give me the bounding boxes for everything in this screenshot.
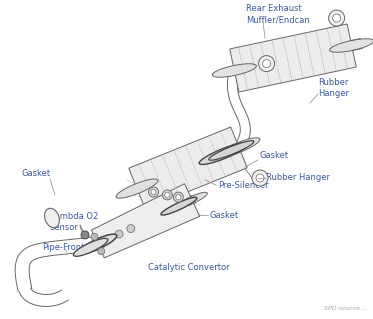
Circle shape [148,187,159,197]
Polygon shape [129,127,247,209]
Circle shape [127,225,135,233]
Ellipse shape [199,143,248,165]
Text: Rubber
Hanger: Rubber Hanger [318,78,349,98]
Text: Catalytic Convertor: Catalytic Convertor [148,263,230,272]
Text: Lambda O2
Sensor: Lambda O2 Sensor [50,212,98,232]
Circle shape [81,231,89,239]
Polygon shape [91,184,200,258]
Ellipse shape [212,64,256,77]
Text: Pipe-Front: Pipe-Front [42,242,84,251]
Circle shape [115,230,123,238]
Ellipse shape [177,192,207,208]
Circle shape [162,190,172,200]
Ellipse shape [79,234,117,254]
Circle shape [256,174,264,182]
Circle shape [98,248,105,255]
Text: Gasket: Gasket [210,211,239,219]
Circle shape [173,192,184,202]
Circle shape [151,189,156,195]
Ellipse shape [85,237,111,251]
Circle shape [252,170,268,186]
Ellipse shape [116,179,158,198]
Circle shape [165,192,170,197]
Text: Rubber Hanger: Rubber Hanger [266,174,330,182]
Text: SPD-source ...: SPD-source ... [324,306,368,311]
Ellipse shape [73,238,108,256]
Text: Gasket: Gasket [22,168,51,177]
Ellipse shape [161,197,197,215]
Text: Pre-Silencer: Pre-Silencer [218,181,269,189]
Text: Rear Exhaust
Muffler/Endcan: Rear Exhaust Muffler/Endcan [246,4,310,24]
Circle shape [176,195,181,200]
Ellipse shape [330,39,373,52]
Ellipse shape [45,208,59,228]
Circle shape [258,56,275,71]
Circle shape [91,233,98,240]
Circle shape [263,60,270,68]
Ellipse shape [218,138,260,157]
Text: Gasket: Gasket [260,152,289,160]
Circle shape [333,14,341,22]
Ellipse shape [209,141,254,160]
Circle shape [329,10,345,26]
Polygon shape [230,24,356,92]
